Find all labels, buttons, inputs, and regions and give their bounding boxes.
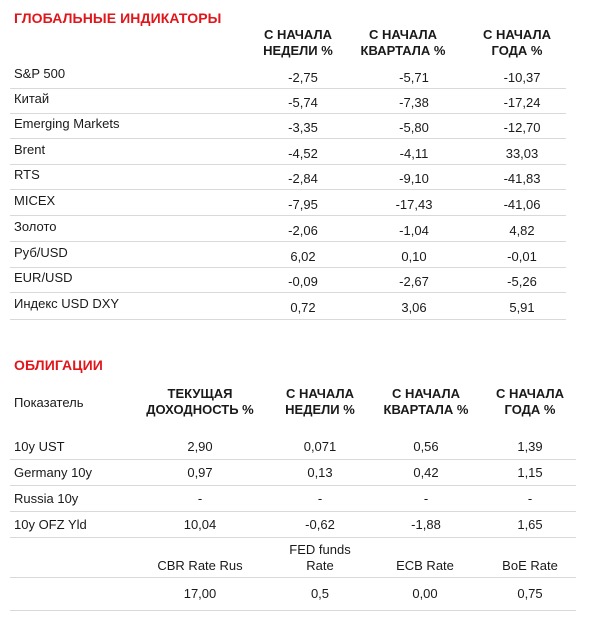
quarter-value: -7,38 — [399, 95, 429, 110]
year-value: -5,26 — [507, 274, 537, 289]
table-row: S&P 500 -2,75 -5,71 -10,37 — [10, 64, 566, 89]
table-row: Золото -2,06 -1,04 4,82 — [10, 217, 566, 242]
week-value: 6,02 — [290, 249, 316, 264]
quarter-value: - — [423, 491, 429, 506]
week-value: -7,95 — [288, 197, 318, 212]
year-value: -41,83 — [503, 171, 541, 186]
rates-bottom-divider — [10, 610, 576, 611]
global-indicators-title: ГЛОБАЛЬНЫЕ ИНДИКАТОРЫ — [14, 10, 222, 26]
row-label: Russia 10y — [14, 491, 79, 506]
table-row: Russia 10y - - - - — [10, 486, 576, 512]
row-label: MICEX — [14, 193, 56, 208]
table-row: EUR/USD -0,09 -2,67 -5,26 — [10, 268, 566, 293]
table-row: 10y UST 2,90 0,071 0,56 1,39 — [10, 434, 576, 460]
rate-header-ecb: ECB Rate — [396, 558, 454, 573]
week-value: - — [317, 491, 323, 506]
quarter-value: 3,06 — [401, 300, 427, 315]
row-label: S&P 500 — [14, 66, 66, 81]
week-value: -2,06 — [288, 223, 318, 238]
indicator-label: Показатель — [14, 395, 84, 410]
table-row: MICEX -7,95 -17,43 -41,06 — [10, 191, 566, 216]
bonds-title: ОБЛИГАЦИИ — [14, 357, 103, 373]
table-row: Руб/USD 6,02 0,10 -0,01 — [10, 243, 566, 268]
rate-value-boe: 0,75 — [517, 586, 543, 601]
year-value: 4,82 — [509, 223, 535, 238]
quarter-value: -1,88 — [411, 517, 441, 532]
week-value: -0,09 — [288, 274, 318, 289]
row-label: RTS — [14, 167, 40, 182]
year-value: 1,39 — [517, 439, 543, 454]
year-value: 33,03 — [505, 146, 539, 161]
year-value: 1,65 — [517, 517, 543, 532]
yield-value: 0,97 — [187, 465, 213, 480]
bond-col-header-week: С НАЧАЛА НЕДЕЛИ % — [285, 386, 355, 417]
week-value: 0,071 — [303, 439, 337, 454]
quarter-value: -1,04 — [399, 223, 429, 238]
bond-col-header-quarter: С НАЧАЛА КВАРТАЛА % — [383, 386, 469, 417]
row-label: Germany 10y — [14, 465, 93, 480]
row-label: Руб/USD — [14, 245, 68, 260]
yield-value: - — [197, 491, 203, 506]
week-value: -0,62 — [305, 517, 335, 532]
row-label: 10y OFZ Yld — [14, 517, 87, 532]
week-value: 0,72 — [290, 300, 316, 315]
row-label: Индекс USD DXY — [14, 296, 120, 311]
table-row: Китай -5,74 -7,38 -17,24 — [10, 89, 566, 114]
quarter-value: -2,67 — [399, 274, 429, 289]
rates-divider — [10, 577, 576, 578]
week-value: -3,35 — [288, 120, 318, 135]
table-row: Emerging Markets -3,35 -5,80 -12,70 — [10, 114, 566, 139]
row-label: Emerging Markets — [14, 116, 120, 131]
week-value: -2,84 — [288, 171, 318, 186]
bond-col-header-year: С НАЧАЛА ГОДА % — [496, 386, 564, 417]
week-value: -5,74 — [288, 95, 318, 110]
quarter-value: 0,10 — [401, 249, 427, 264]
rate-value-fed: 0,5 — [310, 586, 330, 601]
table-row: Germany 10y 0,97 0,13 0,42 1,15 — [10, 460, 576, 486]
row-label: 10y UST — [14, 439, 65, 454]
rate-header-cbr: CBR Rate Rus — [157, 558, 243, 573]
rate-header-boe: BoE Rate — [502, 558, 558, 573]
week-value: -2,75 — [288, 70, 318, 85]
col-header-week: С НАЧАЛА НЕДЕЛИ % — [263, 27, 333, 58]
rate-value-cbr: 17,00 — [183, 586, 217, 601]
quarter-value: 0,56 — [413, 439, 439, 454]
year-value: -12,70 — [503, 120, 541, 135]
row-label: EUR/USD — [14, 270, 73, 285]
rate-header-fed: FED funds Rate — [289, 542, 351, 573]
quarter-value: -4,11 — [399, 146, 429, 161]
year-value: -0,01 — [507, 249, 537, 264]
table-row: 10y OFZ Yld 10,04 -0,62 -1,88 1,65 — [10, 512, 576, 538]
year-value: - — [527, 491, 533, 506]
col-header-quarter: С НАЧАЛА КВАРТАЛА % — [360, 27, 446, 58]
quarter-value: -9,10 — [399, 171, 429, 186]
year-value: 5,91 — [509, 300, 535, 315]
yield-value: 10,04 — [183, 517, 217, 532]
week-value: 0,13 — [307, 465, 333, 480]
table-row: RTS -2,84 -9,10 -41,83 — [10, 165, 566, 190]
col-header-year: С НАЧАЛА ГОДА % — [483, 27, 551, 58]
quarter-value: -5,80 — [399, 120, 429, 135]
quarter-value: -5,71 — [399, 70, 429, 85]
year-value: -17,24 — [503, 95, 541, 110]
row-label: Золото — [14, 219, 57, 234]
row-label: Brent — [14, 142, 46, 157]
year-value: -41,06 — [503, 197, 541, 212]
bond-col-header-yield: ТЕКУЩАЯ ДОХОДНОСТЬ % — [146, 386, 254, 417]
yield-value: 2,90 — [187, 439, 213, 454]
table-row: Индекс USD DXY 0,72 3,06 5,91 — [10, 294, 566, 320]
quarter-value: 0,42 — [413, 465, 439, 480]
row-label: Китай — [14, 91, 50, 106]
year-value: -10,37 — [503, 70, 541, 85]
rate-value-ecb: 0,00 — [412, 586, 438, 601]
week-value: -4,52 — [288, 146, 318, 161]
year-value: 1,15 — [517, 465, 543, 480]
table-row: Brent -4,52 -4,11 33,03 — [10, 140, 566, 165]
quarter-value: -17,43 — [395, 197, 433, 212]
